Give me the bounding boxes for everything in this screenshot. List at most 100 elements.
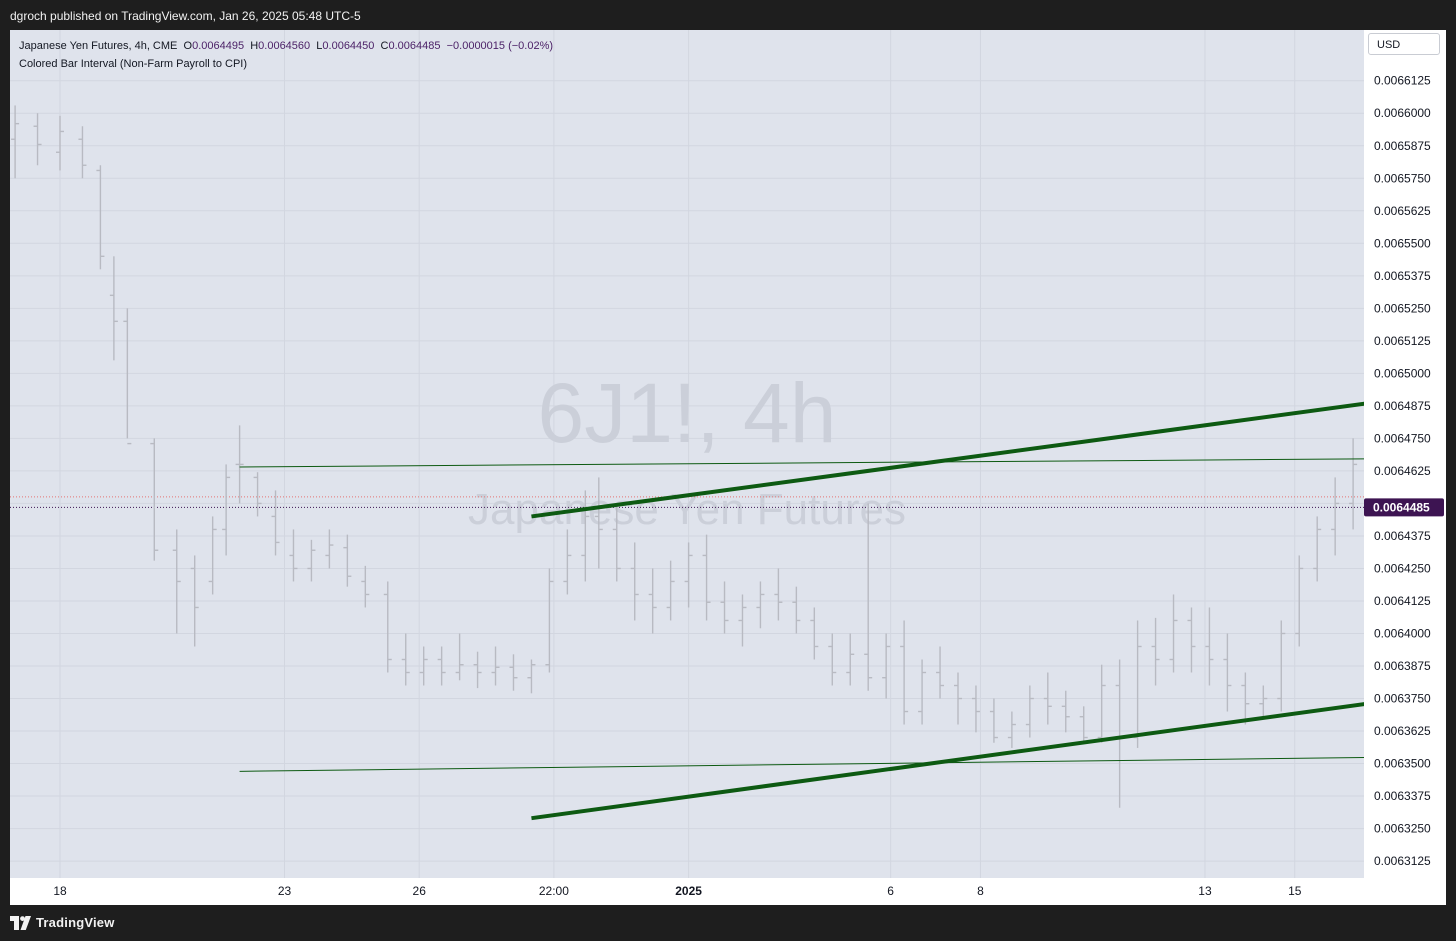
ohlc-bar <box>954 672 962 725</box>
ohlc-bar <box>437 646 446 686</box>
time-tick-label: 6 <box>887 884 894 898</box>
legend-open-label: O <box>183 40 193 52</box>
ohlc-bar <box>828 633 837 686</box>
ohlc-bar <box>1097 664 1106 743</box>
ohlc-bar <box>96 165 105 270</box>
ohlc-bar <box>11 105 20 179</box>
ohlc-bar <box>882 633 891 699</box>
price-tick-label: 0.0064250 <box>1374 561 1431 575</box>
ohlc-bar <box>630 542 639 621</box>
ohlc-bar <box>756 581 765 629</box>
ohlc-bar <box>1133 620 1142 748</box>
ohlc-bar <box>1007 711 1016 748</box>
price-tick-label: 0.0065625 <box>1374 204 1431 218</box>
price-tick-label: 0.0066125 <box>1374 74 1431 88</box>
ohlc-bar <box>190 555 199 647</box>
ohlc-bar <box>1331 477 1340 556</box>
price-axis-canvas: 0.0066125 0.0066000 0.0065875 0.0065750 0.00… <box>1364 74 1444 868</box>
ohlc-bar <box>325 529 334 569</box>
time-tick-label: 2025 <box>675 884 702 898</box>
publisher-caption: dgroch published on TradingView.com, Jan… <box>10 9 361 23</box>
bars-layer <box>11 105 1358 808</box>
ohlc-bar <box>774 568 783 621</box>
ohlc-bar <box>271 490 280 556</box>
price-tick-label: 0.0063625 <box>1374 724 1431 738</box>
ohlc-bar <box>648 568 657 634</box>
legend-low: 0.0064450 <box>322 40 375 52</box>
price-axis[interactable]: 0.0066125 0.0066000 0.0065875 0.0065750 0.00… <box>1364 30 1446 878</box>
price-tick-label: 0.0063250 <box>1374 822 1431 836</box>
ohlc-bar <box>971 685 980 733</box>
ohlc-bar <box>1259 685 1268 717</box>
ohlc-bar <box>989 698 998 743</box>
ohlc-bar <box>846 633 855 686</box>
ohlc-bar <box>1205 607 1214 686</box>
legend-change: −0.0000015 (−0.02%) <box>446 40 554 52</box>
price-tick-label: 0.0064750 <box>1374 431 1431 445</box>
ohlc-bar <box>1079 706 1088 743</box>
ohlc-bar <box>509 654 518 691</box>
time-tick-label: 23 <box>278 884 292 898</box>
ohlc-bar <box>419 646 428 686</box>
legend-symbol: Japanese Yen Futures, 4h, CME <box>19 40 178 52</box>
ohlc-bar <box>1349 438 1358 530</box>
ohlc-bar <box>1223 633 1232 712</box>
chart-pane[interactable]: 6J1!, 4h Japanese Yen Futures <box>10 30 1364 878</box>
ohlc-bar <box>864 503 873 691</box>
ohlc-bar <box>1295 555 1304 647</box>
ohlc-bar <box>792 586 801 634</box>
ohlc-bar <box>581 490 590 582</box>
price-tick-label: 0.0064625 <box>1374 464 1431 478</box>
ohlc-bar <box>918 659 927 725</box>
ohlc-bar <box>78 126 87 179</box>
ohlc-bar <box>401 633 410 686</box>
price-tick-label: 0.0065250 <box>1374 301 1431 315</box>
trendline-horizontal-upper <box>239 458 1364 468</box>
ohlc-bar <box>235 425 244 504</box>
ohlc-bar <box>1241 672 1250 725</box>
price-tick-label: 0.0063500 <box>1374 757 1431 771</box>
tradingview-logo-icon <box>10 915 31 930</box>
legend-indicator[interactable]: Colored Bar Interval (Non-Farm Payroll t… <box>19 58 248 70</box>
ohlc-bar <box>123 308 132 445</box>
legend-close-label: C <box>380 40 389 52</box>
ohlc-bar <box>289 529 298 582</box>
time-tick-label: 8 <box>977 884 984 898</box>
price-tick-label: 0.0066000 <box>1374 106 1431 120</box>
ohlc-bar <box>307 539 316 582</box>
ohlc-bar <box>455 633 464 681</box>
trendline-horizontal-lower <box>239 756 1364 772</box>
legend-open: 0.0064495 <box>192 40 245 52</box>
ohlc-bar <box>208 516 217 595</box>
frame-right <box>1446 30 1456 905</box>
currency-selector[interactable]: USD <box>1368 33 1440 55</box>
ohlc-bar <box>612 503 621 582</box>
tradingview-logo[interactable]: TradingView <box>10 915 115 930</box>
time-tick-label: 13 <box>1198 884 1212 898</box>
ohlc-bar <box>361 565 370 608</box>
ohlc-bar <box>491 646 500 686</box>
header-bar: dgroch published on TradingView.com, Jan… <box>0 0 1456 30</box>
time-tick-label: 18 <box>53 884 67 898</box>
price-tick-label: 0.0063125 <box>1374 854 1431 868</box>
ohlc-bar <box>666 560 675 621</box>
price-tick-label: 0.0063375 <box>1374 789 1431 803</box>
price-tick-label: 0.0064125 <box>1374 594 1431 608</box>
legend-low-label: L <box>316 40 323 52</box>
price-tick-label: 0.0065000 <box>1374 366 1431 380</box>
trendline-channel-upper <box>531 401 1364 519</box>
ohlc-bar <box>172 529 181 634</box>
legend-high: 0.0064560 <box>258 40 311 52</box>
time-tick-label: 22:00 <box>539 884 569 898</box>
ohlc-bar <box>738 594 747 647</box>
chart-canvas[interactable]: 6J1!, 4h Japanese Yen Futures <box>10 30 1364 878</box>
ohlc-bar <box>253 472 262 517</box>
ohlc-bar <box>563 529 572 595</box>
ohlc-bar <box>222 464 231 556</box>
price-tick-label: 0.0065750 <box>1374 171 1431 185</box>
price-tick-label: 0.0064875 <box>1374 399 1431 413</box>
axis-corner <box>1364 878 1446 905</box>
watermark-ticker: 6J1!, 4h <box>538 366 837 460</box>
